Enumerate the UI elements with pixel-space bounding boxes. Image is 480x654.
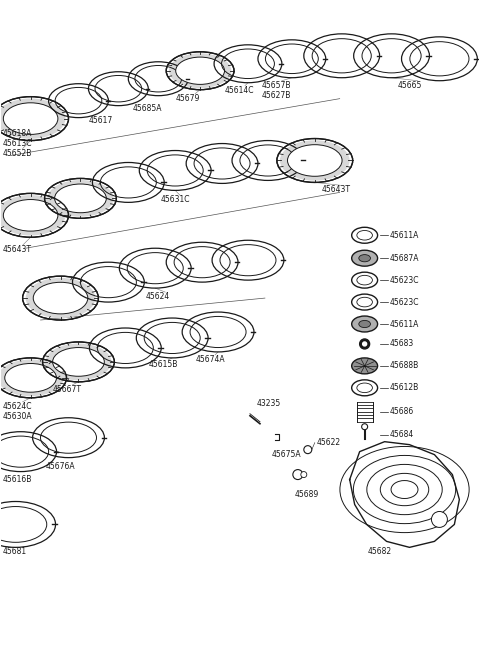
Text: 45675A: 45675A <box>272 450 301 458</box>
Ellipse shape <box>55 184 106 213</box>
Text: 45667T: 45667T <box>52 385 82 394</box>
Text: 45665: 45665 <box>397 80 422 90</box>
Circle shape <box>360 339 370 349</box>
Circle shape <box>301 472 307 477</box>
Text: 45611A: 45611A <box>390 231 419 240</box>
Text: 45616B: 45616B <box>3 475 32 483</box>
Ellipse shape <box>280 141 349 181</box>
Text: 45681: 45681 <box>3 547 27 557</box>
Ellipse shape <box>352 358 378 374</box>
Text: 45624: 45624 <box>145 292 169 301</box>
Text: 45611A: 45611A <box>390 320 419 328</box>
Circle shape <box>304 445 312 454</box>
Ellipse shape <box>359 254 371 262</box>
Ellipse shape <box>352 316 378 332</box>
Ellipse shape <box>53 347 104 376</box>
Text: 45686: 45686 <box>390 407 414 416</box>
Text: 45618A
45613C: 45618A 45613C <box>3 129 32 148</box>
Text: 45623C: 45623C <box>390 275 419 284</box>
Ellipse shape <box>33 283 88 314</box>
Ellipse shape <box>352 250 378 266</box>
Text: 45631C: 45631C <box>160 196 190 205</box>
Text: 45682: 45682 <box>368 547 392 557</box>
Text: 45684: 45684 <box>390 430 414 439</box>
Ellipse shape <box>46 343 111 380</box>
Ellipse shape <box>0 195 65 235</box>
Text: 45674A: 45674A <box>195 355 225 364</box>
Text: 45624C
45630A: 45624C 45630A <box>3 402 32 421</box>
Ellipse shape <box>5 364 57 392</box>
Ellipse shape <box>48 180 113 216</box>
Ellipse shape <box>0 98 65 139</box>
Text: 45643T: 45643T <box>3 245 32 254</box>
Circle shape <box>432 511 447 527</box>
Text: 45615B: 45615B <box>148 360 178 369</box>
Text: 45617: 45617 <box>88 116 113 125</box>
Text: 45612B: 45612B <box>390 383 419 392</box>
Circle shape <box>293 470 303 479</box>
Ellipse shape <box>3 103 58 135</box>
Ellipse shape <box>169 54 231 88</box>
Text: 45643T: 45643T <box>322 186 351 194</box>
Ellipse shape <box>0 360 64 396</box>
Text: 45688B: 45688B <box>390 362 419 370</box>
Text: 45652B: 45652B <box>3 148 32 158</box>
Circle shape <box>363 342 367 346</box>
Text: 45614C: 45614C <box>225 86 254 95</box>
Text: 45679: 45679 <box>175 94 200 103</box>
Text: 45657B
45627B: 45657B 45627B <box>262 80 291 100</box>
Ellipse shape <box>288 145 342 177</box>
Text: 45685A: 45685A <box>132 103 162 112</box>
Ellipse shape <box>3 199 58 231</box>
Ellipse shape <box>359 320 371 328</box>
Ellipse shape <box>176 57 225 84</box>
Circle shape <box>361 424 368 430</box>
Ellipse shape <box>25 278 96 318</box>
Text: 45622: 45622 <box>317 438 341 447</box>
Text: 43235: 43235 <box>257 399 281 407</box>
Text: 45623C: 45623C <box>390 298 419 307</box>
Text: 45689: 45689 <box>295 490 319 498</box>
Text: 45683: 45683 <box>390 339 414 349</box>
Text: 45676A: 45676A <box>46 462 75 471</box>
Text: 45687A: 45687A <box>390 254 419 263</box>
